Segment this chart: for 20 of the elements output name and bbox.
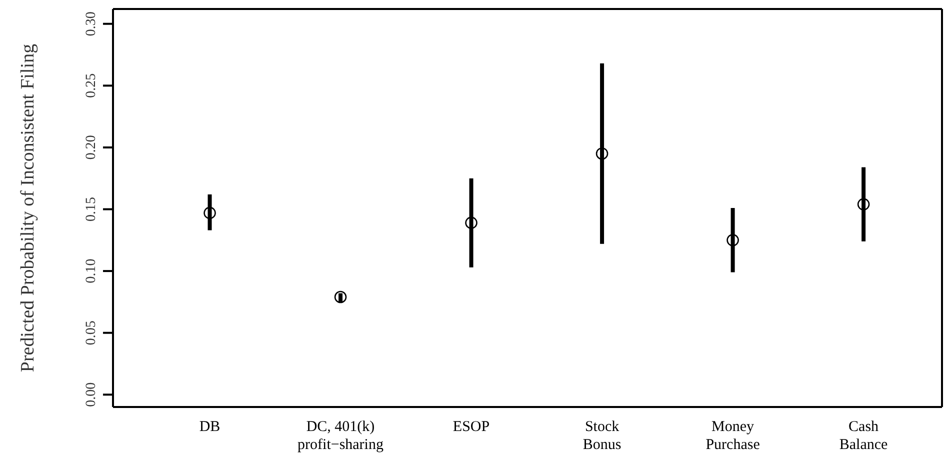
point [726, 234, 739, 246]
point [334, 290, 347, 304]
x-tick-label: ESOP [452, 419, 490, 435]
point [857, 198, 870, 210]
x-tick-label: Cash Balance [839, 419, 888, 453]
x-tick-label: DC, 401(k) profit−sharing [298, 419, 384, 453]
x-tick-label: DB [199, 419, 220, 435]
x-tick-label: Stock Bonus [582, 419, 622, 453]
y-tick-label: 0.05 [84, 320, 99, 346]
x-tick-label: Money Purchase [706, 419, 760, 453]
point [465, 216, 478, 229]
y-tick-label: 0.15 [84, 196, 99, 222]
y-tick-label: 0.00 [84, 382, 99, 407]
y-tick-label: 0.30 [84, 12, 99, 36]
point [596, 147, 608, 160]
y-axis-title: Predicted Probability of Inconsistent Filing [18, 43, 39, 372]
y-tick-label: 0.20 [84, 135, 99, 160]
y-tick-label: 0.25 [84, 73, 99, 98]
y-tick-label: 0.10 [84, 258, 99, 284]
point [204, 206, 216, 220]
